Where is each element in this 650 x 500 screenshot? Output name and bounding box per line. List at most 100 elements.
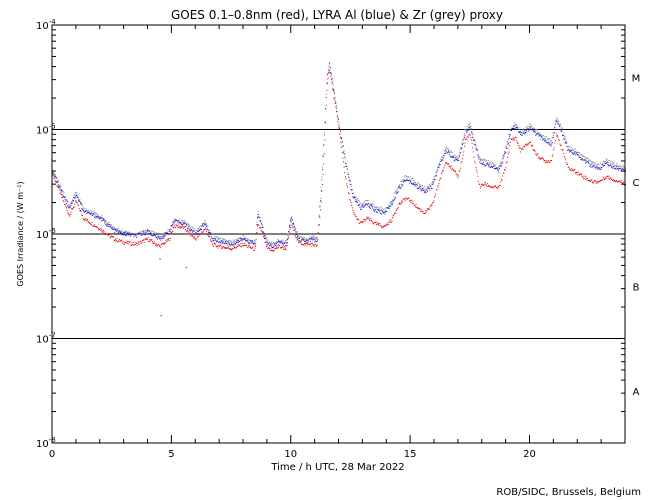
- data-point: [265, 237, 267, 239]
- data-point: [295, 231, 297, 233]
- data-point: [538, 157, 540, 159]
- data-point: [586, 161, 588, 163]
- data-point: [186, 224, 188, 226]
- data-point: [119, 230, 121, 232]
- data-point: [443, 167, 445, 169]
- data-point: [106, 222, 108, 224]
- data-point: [487, 163, 489, 165]
- data-point: [363, 202, 365, 204]
- data-point: [407, 179, 409, 181]
- data-point: [178, 220, 180, 222]
- data-point: [380, 209, 382, 211]
- data-point: [201, 222, 203, 224]
- data-point: [518, 128, 520, 130]
- data-point: [106, 224, 108, 226]
- data-point: [372, 209, 374, 211]
- y-tick-label: 10-7: [36, 332, 56, 346]
- data-point: [250, 240, 252, 242]
- data-point: [490, 167, 492, 169]
- data-point: [172, 227, 174, 228]
- data-point: [119, 231, 121, 233]
- data-point: [370, 219, 372, 221]
- data-point: [474, 140, 476, 142]
- data-point: [258, 216, 260, 218]
- data-point: [589, 160, 591, 162]
- data-point: [158, 236, 160, 238]
- data-point: [472, 147, 474, 149]
- data-point: [591, 179, 593, 181]
- data-point: [455, 159, 457, 161]
- data-point: [159, 236, 161, 238]
- data-point: [434, 196, 435, 198]
- data-point: [243, 234, 244, 236]
- data-point: [179, 218, 181, 220]
- data-point: [93, 211, 95, 213]
- data-point: [227, 244, 229, 246]
- data-point: [90, 212, 92, 214]
- data-point: [210, 234, 212, 236]
- data-point: [270, 248, 272, 250]
- data-point: [222, 240, 224, 242]
- data-point: [528, 130, 530, 132]
- data-point: [616, 181, 618, 183]
- data-point: [313, 245, 315, 247]
- data-point: [180, 221, 182, 223]
- data-point: [213, 239, 215, 241]
- data-point: [241, 238, 243, 240]
- data-point: [492, 166, 494, 168]
- data-point: [393, 193, 395, 195]
- data-point: [579, 174, 581, 176]
- data-point: [521, 134, 523, 136]
- data-point: [250, 241, 252, 243]
- data-point: [610, 177, 612, 179]
- data-point: [262, 232, 264, 234]
- data-point: [212, 237, 214, 239]
- data-point: [613, 166, 615, 168]
- data-point: [605, 158, 607, 160]
- data-point: [129, 232, 131, 234]
- data-point: [559, 125, 561, 127]
- data-point: [260, 228, 262, 230]
- data-point: [456, 173, 458, 175]
- data-point: [543, 135, 545, 137]
- data-point: [293, 229, 295, 231]
- data-point: [140, 231, 142, 233]
- data-point: [464, 134, 466, 136]
- data-point: [375, 209, 377, 211]
- data-point: [156, 245, 158, 247]
- data-point: [169, 240, 171, 242]
- data-point: [292, 223, 294, 225]
- data-point: [196, 229, 198, 231]
- data-point: [375, 206, 377, 208]
- data-point: [65, 206, 67, 208]
- data-point: [544, 140, 546, 142]
- data-point: [513, 137, 515, 139]
- data-point: [273, 250, 275, 252]
- data-point: [459, 169, 461, 171]
- data-point: [323, 143, 325, 145]
- data-point: [180, 226, 182, 228]
- data-point: [554, 123, 556, 125]
- data-point: [568, 168, 570, 170]
- data-point: [66, 201, 68, 203]
- data-point: [200, 233, 202, 235]
- data-point: [111, 227, 113, 229]
- data-point: [285, 242, 287, 244]
- data-point: [355, 201, 357, 203]
- flare-class-label: M: [632, 73, 641, 84]
- data-point: [174, 225, 176, 227]
- outlier-point: [160, 315, 162, 317]
- data-point: [78, 198, 80, 200]
- data-point: [170, 233, 172, 235]
- data-point: [594, 162, 596, 164]
- data-point: [195, 239, 197, 241]
- data-point: [504, 151, 506, 153]
- data-point: [429, 206, 431, 208]
- data-point: [401, 179, 403, 181]
- data-point: [62, 191, 64, 193]
- data-point: [122, 234, 124, 236]
- data-point: [136, 233, 138, 235]
- data-point: [408, 197, 410, 199]
- data-point: [247, 241, 249, 243]
- data-point: [521, 131, 523, 133]
